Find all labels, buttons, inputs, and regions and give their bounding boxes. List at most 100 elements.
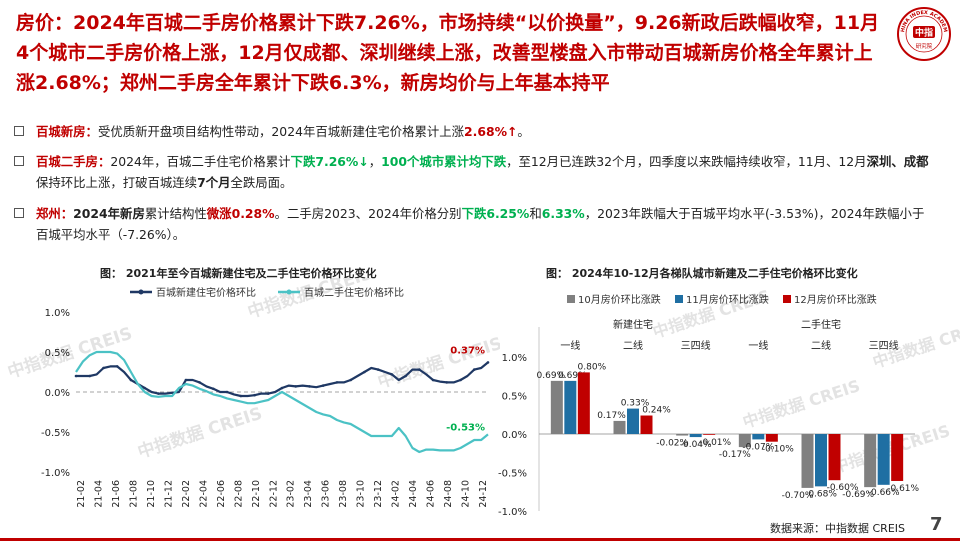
bar: [689, 434, 702, 438]
x-tick-label: 21-06: [111, 480, 122, 508]
data-point: [472, 368, 476, 371]
bar: [577, 372, 590, 434]
bullet-highlight: 6.33%: [541, 206, 585, 221]
data-point: [335, 381, 339, 384]
category-label: 一线: [748, 339, 768, 352]
data-point: [418, 368, 421, 371]
bottom-bar: [0, 538, 960, 541]
category-label: 三四线: [681, 339, 711, 352]
data-point: [253, 393, 256, 397]
series-line-second-hand: [75, 350, 489, 454]
y-tick-label: -1.0%: [41, 468, 70, 479]
legend-label: 11月房价环比涨跌: [686, 293, 769, 306]
x-tick-label: 22-02: [181, 480, 192, 508]
data-point: [239, 394, 243, 398]
bar: [627, 408, 639, 434]
x-tick-label: 22-06: [216, 480, 227, 508]
bar: [564, 380, 577, 434]
square-bullet-icon: [14, 126, 24, 136]
watermark-text: 中指数据 CREIS: [740, 376, 862, 432]
y-tick-label: 0.0%: [502, 430, 527, 441]
legend-swatch: [567, 295, 575, 303]
page-number: 7: [930, 514, 943, 535]
data-source: 数据来源：中指数据 CREIS: [770, 522, 905, 535]
y-tick-label: 0.5%: [45, 348, 70, 359]
data-label: 0.17%: [597, 411, 626, 421]
bullet-text: 。: [517, 124, 530, 139]
x-tick-label: 23-08: [338, 480, 349, 508]
data-point: [486, 361, 490, 364]
data-point: [390, 373, 394, 376]
bar: [752, 434, 765, 440]
x-tick-label: 22-08: [233, 480, 244, 508]
bar-chart-title: 图： 2024年10-12月各梯队城市新建及二手住宅价格环比变化: [546, 267, 858, 280]
data-point: [115, 365, 119, 368]
data-point: [321, 384, 325, 387]
data-point: [102, 366, 105, 370]
data-point: [88, 374, 92, 378]
end-value-label: 0.37%: [450, 345, 485, 356]
group-label: 二手住宅: [801, 318, 841, 331]
x-tick-label: 24-02: [391, 480, 402, 508]
y-tick-label: 0.0%: [45, 388, 70, 399]
page-title: 房价：2024年百城二手房价格累计下跌7.26%，市场持续“以价换量”，9.26…: [16, 12, 880, 94]
x-tick-label: 23-02: [286, 480, 297, 508]
x-tick-label: 24-10: [461, 480, 472, 508]
x-tick-label: 24-04: [408, 480, 419, 508]
legend-swatch: [783, 295, 791, 303]
bullet-label: 百城二手房：: [36, 154, 111, 169]
x-tick-label: 22-04: [198, 480, 209, 508]
x-tick-label: 23-10: [356, 480, 367, 508]
legend-swatch: [675, 295, 683, 303]
x-tick-label: 23-04: [303, 480, 314, 508]
data-label: -0.02%: [656, 439, 688, 449]
watermark-text: 中指数据 CREIS: [375, 333, 500, 393]
bullet-highlight: 微涨0.28%: [206, 206, 275, 221]
data-point: [184, 378, 188, 382]
data-label: 0.80%: [578, 362, 607, 372]
bar: [864, 434, 877, 488]
x-tick-label: 24-12: [478, 480, 489, 508]
data-label: -0.69%: [842, 490, 874, 500]
group-label: 新建住宅: [613, 318, 653, 331]
legend-label: 百城二手住宅价格环比: [304, 286, 404, 299]
data-point: [198, 381, 201, 384]
data-label: -0.68%: [805, 489, 837, 499]
x-tick-label: 21-08: [128, 480, 139, 508]
square-bullet-icon: [14, 156, 24, 166]
logo-center-text: 中指: [915, 27, 933, 39]
bar: [801, 434, 814, 488]
bullet-text: 2024年，百城二手住宅价格累计: [110, 154, 291, 169]
line-chart-title: 图： 2021年至今百城新建住宅及二手住宅价格环比变化: [100, 267, 377, 280]
x-tick-label: 21-02: [76, 480, 87, 508]
data-label: -0.04%: [680, 440, 712, 450]
watermark-text: 中指数据 CREIS: [245, 278, 375, 323]
data-point: [157, 392, 160, 395]
data-point: [74, 374, 78, 378]
bar: [891, 434, 904, 481]
bullet-label: 郑州：: [36, 206, 74, 221]
data-point: [363, 370, 366, 374]
bullet-highlight: 2024年新房: [73, 206, 145, 221]
data-point: [225, 390, 229, 394]
data-point: [280, 386, 284, 390]
legend-marker: [138, 289, 144, 295]
x-tick-label: 23-06: [321, 480, 332, 508]
bar: [828, 434, 841, 481]
data-label: -0.07%: [742, 442, 774, 452]
data-point: [170, 391, 174, 395]
data-point: [404, 374, 407, 378]
data-label: -0.17%: [719, 450, 751, 460]
legend-marker: [286, 289, 292, 295]
bullet-label: 百城新房：: [36, 124, 98, 139]
bullet-text: ，至12月已连跌32个月，四季度以来跌幅持续收窄，11月、12月: [506, 154, 867, 169]
data-point: [459, 378, 462, 382]
legend-label: 百城新建住宅价格环比: [156, 286, 256, 299]
bullet-highlight: 深圳、成都: [866, 154, 929, 169]
x-tick-label: 21-10: [146, 480, 157, 508]
watermark-text: 中指数据 CREIS: [135, 403, 265, 463]
bullet-highlight: 2.68%↑: [464, 124, 518, 139]
data-label: -0.10%: [762, 445, 794, 455]
